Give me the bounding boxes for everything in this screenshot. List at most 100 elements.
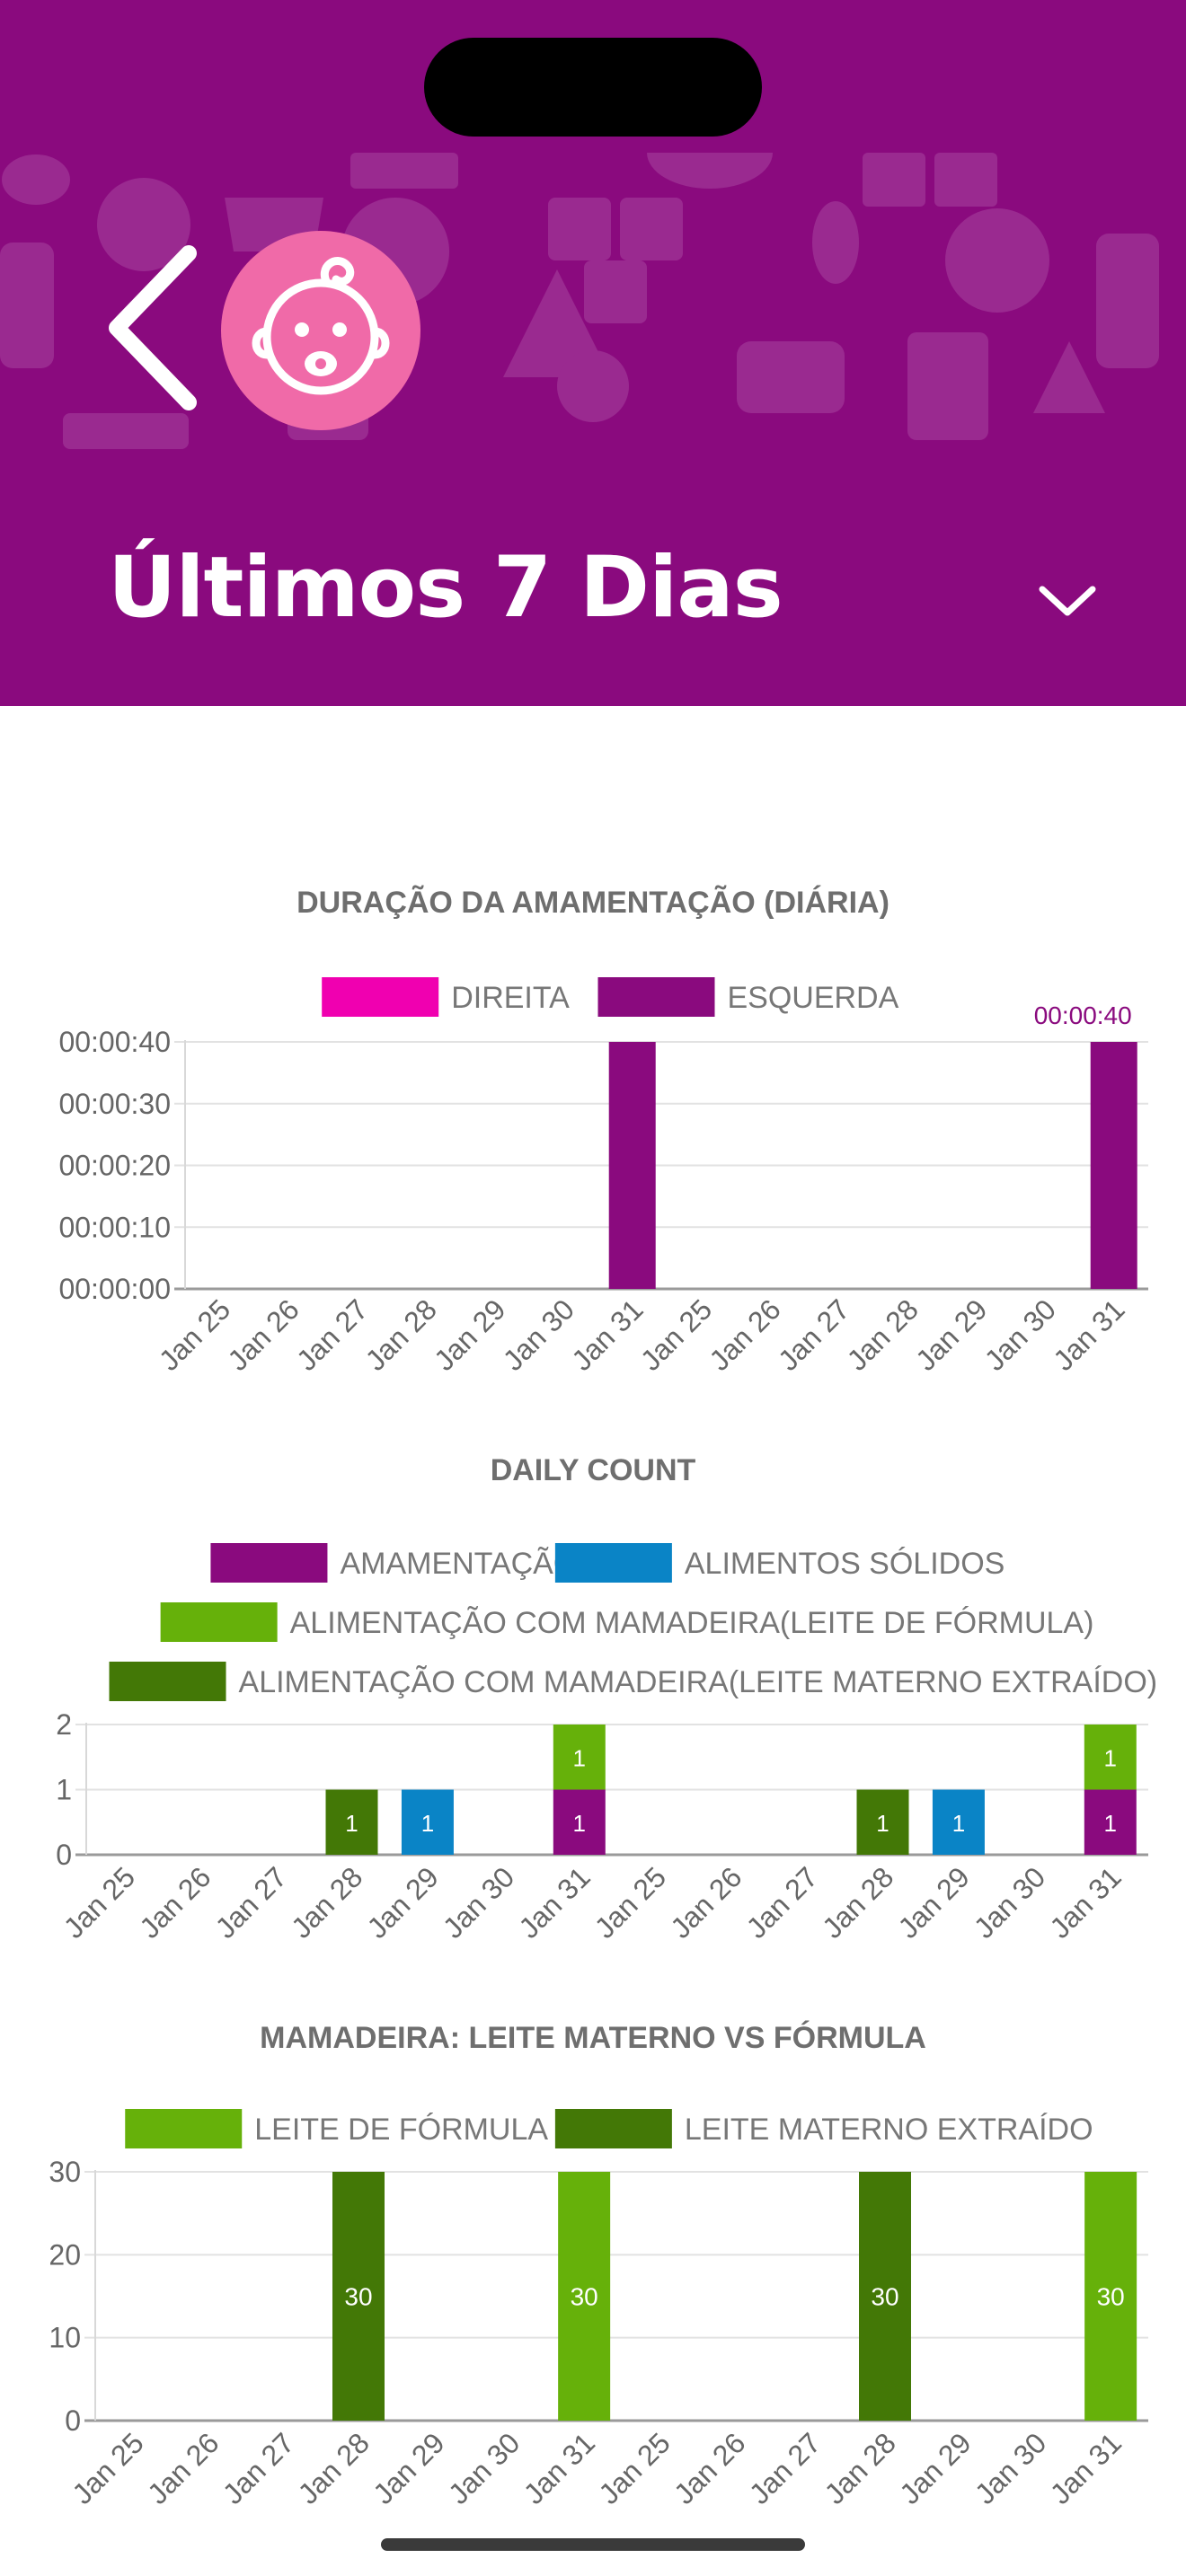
duration-chart: DIREITA ESQUERDA 00:00:00 00:00:10 00:00:20 0… (58, 977, 1148, 1377)
x-tick-label: Jan 27 (209, 1860, 293, 1944)
legend-swatch (125, 2109, 243, 2148)
x-tick-label: Jan 26 (668, 2426, 751, 2510)
x-tick-label: Jan 31 (518, 2426, 601, 2510)
chevron-down-icon[interactable] (1031, 575, 1103, 629)
legend-label[interactable]: ESQUERDA (727, 981, 898, 1015)
x-tick-label: Jan 31 (565, 1292, 649, 1376)
x-tick-label: Jan 25 (58, 1860, 141, 1944)
bar[interactable] (332, 2172, 385, 2421)
legend-swatch (554, 2109, 672, 2148)
x-tick-label: Jan 30 (437, 1860, 520, 1944)
bar[interactable] (856, 1789, 909, 1856)
x-tick-label: Jan 26 (664, 1860, 748, 1944)
x-tick-label: Jan 26 (221, 1292, 305, 1376)
legend-label[interactable]: ALIMENTAÇÃO COM MAMADEIRA(LEITE DE FÓRMU… (290, 1606, 1094, 1640)
legend-label[interactable]: AMAMENTAÇÃO (340, 1547, 577, 1581)
bar[interactable] (553, 1725, 606, 1790)
x-tick-label: Jan 26 (133, 1860, 217, 1944)
y-tick-label: 30 (49, 2156, 81, 2188)
bar-value-label: 30 (871, 2283, 898, 2311)
y-tick-label: 00:00:20 (58, 1150, 171, 1182)
legend-swatch (554, 1543, 672, 1583)
bar[interactable] (401, 1789, 454, 1856)
chart-title-duration: DURAÇÃO DA AMAMENTAÇÃO (DIÁRIA) (296, 886, 890, 920)
x-tick-label: Jan 31 (1044, 2426, 1128, 2510)
x-tick-label: Jan 28 (285, 1860, 368, 1944)
x-tick-label: Jan 30 (978, 1292, 1062, 1376)
legend-label[interactable]: DIREITA (451, 981, 570, 1015)
bar-value-label: 1 (1104, 1810, 1117, 1837)
bar[interactable] (558, 2172, 611, 2421)
legend-swatch (597, 977, 715, 1017)
x-tick-label: Jan 30 (497, 1292, 580, 1376)
app-header: Últimos 7 Dias (0, 0, 1186, 706)
x-tick-label: Jan 25 (634, 1292, 718, 1376)
legend-label[interactable]: ALIMENTAÇÃO COM MAMADEIRA(LEITE MATERNO … (239, 1665, 1158, 1699)
x-tick-label: Jan 27 (740, 1860, 824, 1944)
x-tick-label: Jan 28 (841, 1292, 925, 1376)
legend-swatch (322, 977, 439, 1017)
bar-annotation: 00:00:40 (1034, 1001, 1132, 1029)
bar-value-label: 30 (571, 2283, 598, 2311)
legend-label[interactable]: LEITE MATERNO EXTRAÍDO (685, 2113, 1093, 2147)
x-tick-label: Jan 25 (592, 2426, 676, 2510)
bar-value-label: 30 (1097, 2283, 1125, 2311)
y-tick-label: 0 (65, 2404, 81, 2437)
x-tick-label: Jan 28 (359, 1292, 443, 1376)
legend-label[interactable]: ALIMENTOS SÓLIDOS (685, 1547, 1005, 1581)
x-tick-label: Jan 28 (816, 1860, 899, 1944)
back-chevron-icon[interactable] (99, 243, 207, 413)
x-tick-label: Jan 31 (1043, 1860, 1127, 1944)
bar[interactable] (1084, 1789, 1137, 1856)
y-tick-label: 00:00:10 (58, 1211, 171, 1243)
x-tick-label: Jan 28 (292, 2426, 376, 2510)
x-tick-label: Jan 30 (442, 2426, 526, 2510)
chart-title-daily-count: DAILY COUNT (490, 1453, 696, 1487)
x-tick-label: Jan 29 (360, 1860, 444, 1944)
bar[interactable] (1090, 1042, 1137, 1289)
bar-value-label: 1 (573, 1810, 586, 1837)
bar[interactable] (608, 1042, 656, 1289)
y-tick-label: 00:00:40 (58, 1026, 171, 1058)
x-tick-label: Jan 29 (367, 2426, 450, 2510)
x-tick-label: Jan 26 (141, 2426, 225, 2510)
x-tick-label: Jan 27 (217, 2426, 300, 2510)
legend-swatch (109, 1662, 226, 1701)
x-tick-label: Jan 25 (589, 1860, 672, 1944)
home-indicator (381, 2538, 805, 2551)
x-tick-label: Jan 30 (969, 2426, 1052, 2510)
bar[interactable] (1084, 2172, 1137, 2421)
legend-swatch (210, 1543, 328, 1583)
y-tick-label: 00:00:30 (58, 1088, 171, 1120)
x-tick-label: Jan 25 (153, 1292, 236, 1376)
x-tick-label: Jan 26 (703, 1292, 786, 1376)
x-tick-label: Jan 27 (743, 2426, 827, 2510)
bar[interactable] (325, 1789, 378, 1856)
x-tick-label: Jan 29 (893, 2426, 977, 2510)
baby-avatar[interactable] (221, 231, 420, 430)
baby-face-icon (252, 257, 390, 395)
bar[interactable] (859, 2172, 911, 2421)
y-tick-label: 10 (49, 2322, 81, 2354)
legend-label[interactable]: LEITE DE FÓRMULA (254, 2113, 548, 2147)
x-tick-label: Jan 29 (909, 1292, 993, 1376)
page-title: Últimos 7 Dias (108, 539, 783, 637)
y-tick-label: 0 (56, 1839, 72, 1871)
bar-value-label: 30 (344, 2283, 372, 2311)
x-tick-label: Jan 30 (968, 1860, 1051, 1944)
bar[interactable] (553, 1789, 606, 1856)
bar-value-label: 1 (876, 1810, 889, 1837)
chart-title-bottle: MAMADEIRA: LEITE MATERNO VS FÓRMULA (260, 2021, 926, 2055)
bottle-chart: LEITE DE FÓRMULA LEITE MATERNO EXTRAÍDO 0 1… (49, 2109, 1148, 2510)
bar[interactable] (1084, 1725, 1137, 1790)
bar-value-label: 1 (421, 1810, 434, 1837)
y-tick-label: 2 (56, 1708, 72, 1741)
x-tick-label: Jan 25 (66, 2426, 149, 2510)
bar[interactable] (932, 1789, 985, 1856)
x-tick-label: Jan 27 (772, 1292, 855, 1376)
legend-swatch (160, 1602, 278, 1642)
x-tick-label: Jan 28 (819, 2426, 902, 2510)
daily-count-chart: AMAMENTAÇÃO ALIMENTOS SÓLIDOS ALIMENTAÇÃO … (56, 1543, 1158, 1945)
x-tick-label: Jan 29 (428, 1292, 511, 1376)
bar-value-label: 1 (345, 1810, 358, 1837)
